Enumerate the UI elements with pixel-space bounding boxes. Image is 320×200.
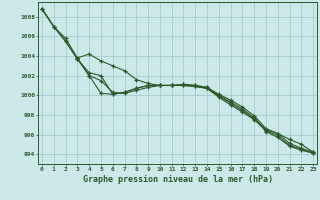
X-axis label: Graphe pression niveau de la mer (hPa): Graphe pression niveau de la mer (hPa) xyxy=(83,175,273,184)
